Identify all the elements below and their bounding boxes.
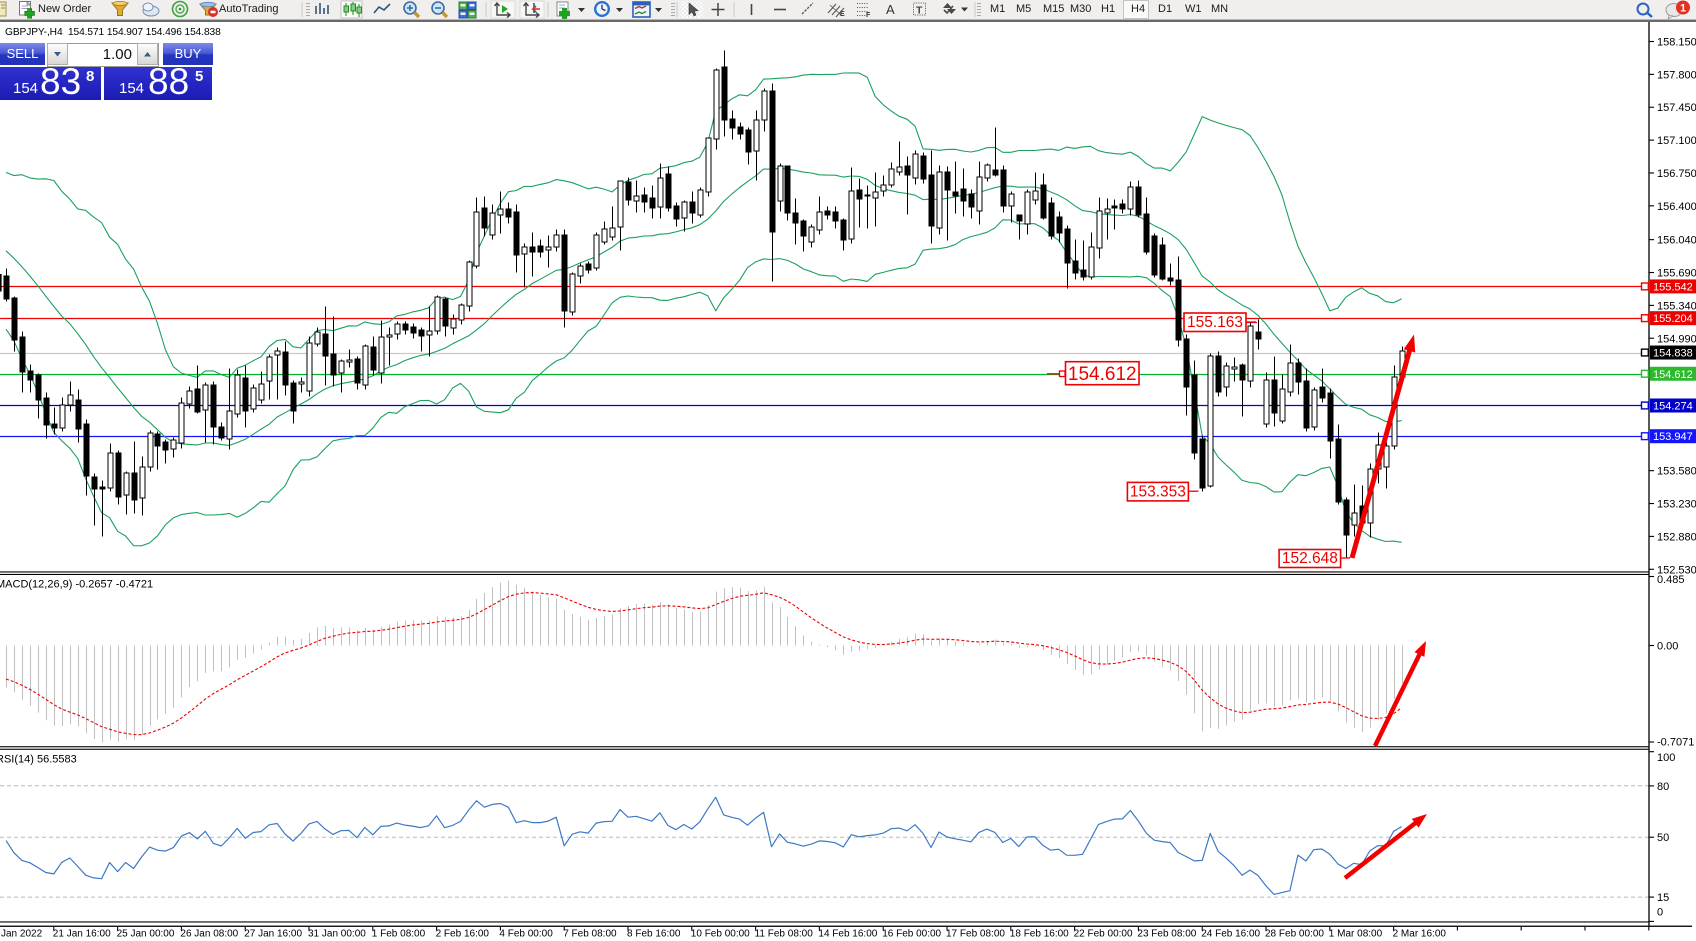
svg-text:E: E (840, 11, 845, 18)
svg-text:154.838: 154.838 (1653, 348, 1693, 360)
svg-text:155.204: 155.204 (1653, 313, 1693, 325)
svg-text:F: F (866, 12, 871, 19)
svg-text:153.580: 153.580 (1657, 466, 1696, 478)
svg-text:24 Feb 16:00: 24 Feb 16:00 (1201, 929, 1260, 940)
svg-text:154.990: 154.990 (1657, 333, 1696, 345)
svg-text:17 Feb 08:00: 17 Feb 08:00 (946, 929, 1005, 940)
svg-text:31 Jan 00:00: 31 Jan 00:00 (308, 929, 366, 940)
svg-text:1: 1 (1680, 3, 1686, 15)
svg-text:153.947: 153.947 (1653, 431, 1693, 443)
svg-text:155.163: 155.163 (1187, 314, 1243, 331)
svg-text:16 Feb 00:00: 16 Feb 00:00 (882, 929, 941, 940)
svg-text:154.612: 154.612 (1653, 369, 1693, 381)
svg-text:0: 0 (1657, 907, 1663, 919)
svg-text:155.542: 155.542 (1653, 281, 1693, 293)
svg-text:-0.7071: -0.7071 (1657, 737, 1694, 749)
svg-text:50: 50 (1657, 832, 1669, 844)
svg-text:2 Mar 16:00: 2 Mar 16:00 (1393, 929, 1447, 940)
svg-text:14 Feb 16:00: 14 Feb 16:00 (818, 929, 877, 940)
svg-text:155.340: 155.340 (1657, 300, 1696, 312)
svg-text:27 Jan 16:00: 27 Jan 16:00 (244, 929, 302, 940)
svg-text:22 Feb 00:00: 22 Feb 00:00 (1074, 929, 1133, 940)
svg-text:157.100: 157.100 (1657, 135, 1696, 147)
svg-text:8 Feb 16:00: 8 Feb 16:00 (627, 929, 681, 940)
svg-text:0.00: 0.00 (1657, 641, 1678, 653)
svg-text:4 Feb 00:00: 4 Feb 00:00 (499, 929, 553, 940)
svg-text:25 Jan 00:00: 25 Jan 00:00 (117, 929, 175, 940)
svg-text:15: 15 (1657, 892, 1669, 904)
svg-text:MACD(12,26,9) -0.2657 -0.4721: MACD(12,26,9) -0.2657 -0.4721 (0, 579, 153, 591)
svg-text:80: 80 (1657, 781, 1669, 793)
svg-text:153.230: 153.230 (1657, 499, 1696, 511)
svg-text:1 Mar 08:00: 1 Mar 08:00 (1329, 929, 1383, 940)
svg-text:7 Feb 08:00: 7 Feb 08:00 (563, 929, 617, 940)
svg-text:157.450: 157.450 (1657, 102, 1696, 114)
svg-text:1 Feb 08:00: 1 Feb 08:00 (372, 929, 426, 940)
svg-text:10 Feb 00:00: 10 Feb 00:00 (691, 929, 750, 940)
svg-text:152.648: 152.648 (1282, 550, 1338, 567)
svg-text:11 Feb 08:00: 11 Feb 08:00 (755, 929, 814, 940)
svg-text:152.880: 152.880 (1657, 531, 1696, 543)
svg-text:156.400: 156.400 (1657, 201, 1696, 213)
svg-text:152.530: 152.530 (1657, 564, 1696, 576)
svg-text:153.353: 153.353 (1130, 483, 1186, 500)
svg-text:A: A (886, 2, 895, 17)
svg-text:100: 100 (1657, 752, 1675, 764)
svg-text:18 Feb 16:00: 18 Feb 16:00 (1010, 929, 1069, 940)
svg-text:26 Jan 08:00: 26 Jan 08:00 (180, 929, 238, 940)
svg-text:156.040: 156.040 (1657, 235, 1696, 247)
svg-text:21 Jan 16:00: 21 Jan 16:00 (53, 929, 111, 940)
svg-text:156.750: 156.750 (1657, 168, 1696, 180)
svg-text:154.274: 154.274 (1653, 400, 1693, 412)
svg-text:T: T (916, 5, 923, 17)
svg-text:154.612: 154.612 (1068, 364, 1137, 385)
svg-text:158.150: 158.150 (1657, 37, 1696, 49)
svg-text:155.690: 155.690 (1657, 268, 1696, 280)
svg-text:RSI(14) 56.5583: RSI(14) 56.5583 (0, 754, 77, 766)
svg-text:157.800: 157.800 (1657, 69, 1696, 81)
svg-text:28 Feb 00:00: 28 Feb 00:00 (1265, 929, 1324, 940)
svg-text:0.485: 0.485 (1657, 574, 1685, 586)
svg-text:2 Feb 16:00: 2 Feb 16:00 (436, 929, 490, 940)
svg-text:Jan 2022: Jan 2022 (1, 929, 43, 940)
svg-text:23 Feb 08:00: 23 Feb 08:00 (1137, 929, 1196, 940)
